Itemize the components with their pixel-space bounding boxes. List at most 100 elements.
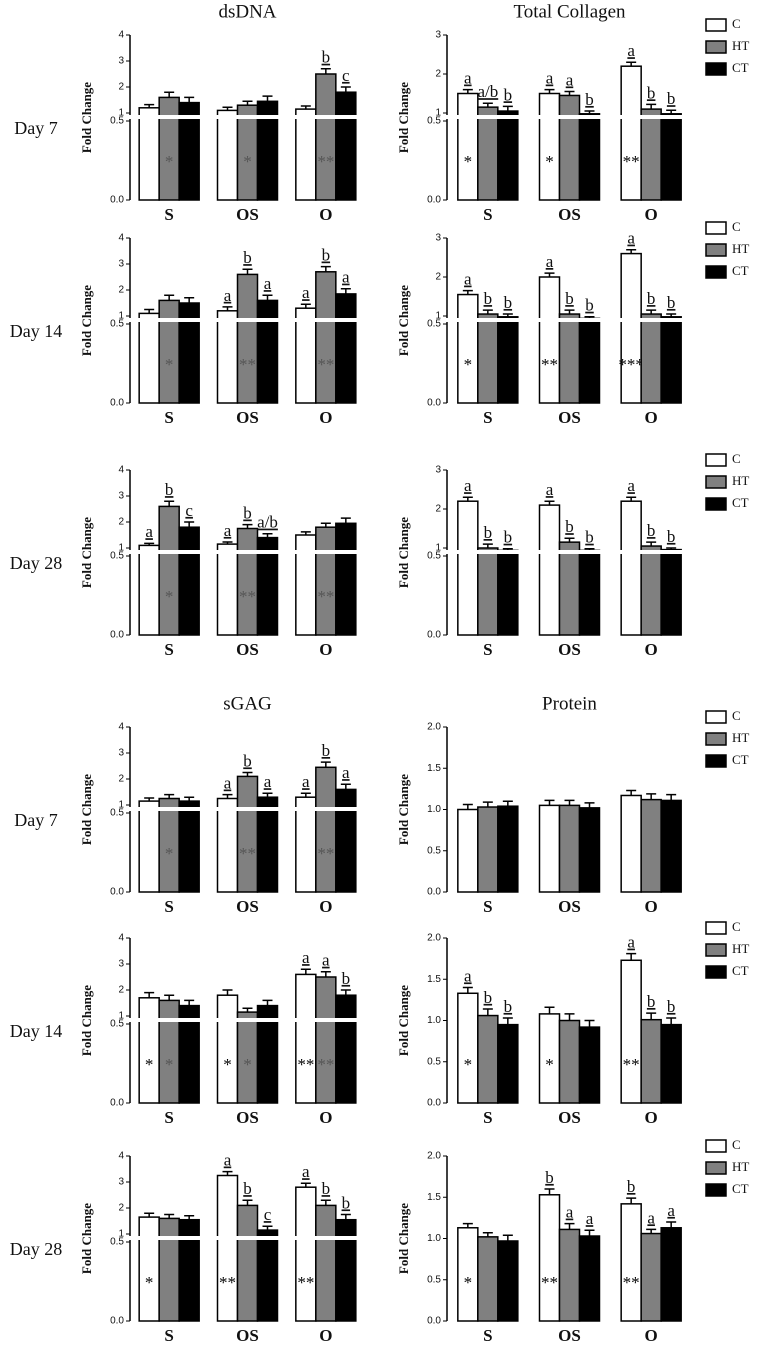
significance-star: ** <box>239 355 256 374</box>
significance-letter: b <box>342 969 351 988</box>
y-tick-label: 1.5 <box>427 763 441 774</box>
significance-star: * <box>223 1055 232 1074</box>
bar <box>138 312 160 404</box>
bar <box>660 113 682 201</box>
y-tick-label: 0.0 <box>110 195 124 206</box>
error-bar <box>222 1170 233 1176</box>
x-tick-label: S <box>483 897 492 916</box>
bar <box>477 1236 499 1322</box>
bar <box>158 1217 180 1322</box>
y-tick-label: 0.0 <box>110 398 124 409</box>
legend-label: C <box>732 919 741 934</box>
error-bar <box>184 96 195 103</box>
y-tick-label: 2.0 <box>427 933 441 944</box>
significance-star: ** <box>623 1273 640 1292</box>
error-bar <box>626 789 637 796</box>
significance-letter: a <box>464 270 472 289</box>
y-tick-label: 0.0 <box>110 1316 124 1327</box>
x-tick-label: OS <box>558 1108 581 1127</box>
x-tick-label: OS <box>558 1326 581 1345</box>
y-axis-label: Fold Change <box>396 774 411 845</box>
error-bar <box>320 761 331 768</box>
legend-label: CT <box>732 963 749 978</box>
legend-swatch <box>705 62 727 76</box>
legend-label: C <box>732 16 741 31</box>
significance-letter: a <box>224 286 232 305</box>
bar <box>620 794 642 893</box>
y-tick-label: 3 <box>118 959 124 970</box>
bar <box>295 973 317 1104</box>
significance-star: ** <box>317 355 334 374</box>
bar <box>216 543 239 636</box>
error-bar <box>626 1197 637 1204</box>
error-bar <box>164 91 175 98</box>
bar <box>477 806 499 893</box>
error-bar <box>320 971 331 977</box>
y-tick-label: 3 <box>435 233 441 244</box>
legend-label: CT <box>732 60 749 75</box>
bar <box>620 1203 642 1322</box>
y-tick-label: 0.5 <box>427 845 441 856</box>
y-axis-label: Fold Change <box>396 82 411 153</box>
significance-letter: a <box>224 521 232 540</box>
y-tick-label: 0.0 <box>427 887 441 898</box>
y-tick-label: 1 <box>118 543 124 554</box>
bar <box>578 113 601 201</box>
significance-letter: b <box>484 988 493 1007</box>
significance-letter: b <box>165 480 174 499</box>
y-tick-label: 0.5 <box>110 808 124 819</box>
error-bar <box>564 799 575 806</box>
axis-break <box>128 550 363 554</box>
x-tick-label: S <box>164 897 173 916</box>
error-bar <box>184 796 195 802</box>
legend-swatch <box>705 921 727 935</box>
axis-break <box>445 550 690 554</box>
significance-star: * <box>165 1055 174 1074</box>
significance-letter: b <box>504 528 513 547</box>
significance-letter: b <box>647 289 656 308</box>
bar <box>477 313 499 404</box>
bar <box>138 544 160 636</box>
legend-label: CT <box>732 752 749 767</box>
legend-swatch <box>705 497 727 511</box>
bar <box>558 804 581 893</box>
panel-title: dsDNA <box>218 1 276 22</box>
bar <box>457 92 479 201</box>
y-tick-label: 0.5 <box>110 1237 124 1248</box>
significance-letter: a <box>627 229 635 248</box>
significance-letter: a <box>264 274 272 293</box>
bar <box>457 293 479 404</box>
bar <box>335 293 357 404</box>
bar <box>295 307 317 404</box>
y-tick-label: 2 <box>435 69 441 80</box>
significance-star: * <box>165 844 174 863</box>
y-tick-label: 1 <box>435 108 441 119</box>
significance-letter: b <box>647 992 656 1011</box>
y-tick-label: 2 <box>435 272 441 283</box>
x-tick-label: S <box>164 408 173 427</box>
bar <box>660 316 682 404</box>
error-bar <box>564 537 575 543</box>
significance-letter: a <box>464 476 472 495</box>
y-tick-label: 1 <box>118 108 124 119</box>
x-tick-label: S <box>164 1108 173 1127</box>
axis-break <box>128 807 363 811</box>
bar <box>497 549 519 636</box>
error-bar <box>262 792 273 798</box>
y-tick-label: 0.0 <box>427 195 441 206</box>
error-bar <box>164 500 175 507</box>
legend-label: C <box>732 451 741 466</box>
bar <box>640 798 662 893</box>
error-bar <box>626 248 637 254</box>
y-tick-label: 3 <box>435 465 441 476</box>
legend-label: HT <box>732 730 749 745</box>
significance-letter: b <box>484 523 493 542</box>
x-tick-label: OS <box>236 897 259 916</box>
bar <box>335 994 357 1104</box>
error-bar <box>544 500 555 506</box>
x-tick-label: O <box>319 1108 332 1127</box>
significance-star: ** <box>239 844 256 863</box>
significance-letter: a <box>264 772 272 791</box>
y-tick-label: 2 <box>118 774 124 785</box>
error-bar <box>502 1017 513 1025</box>
